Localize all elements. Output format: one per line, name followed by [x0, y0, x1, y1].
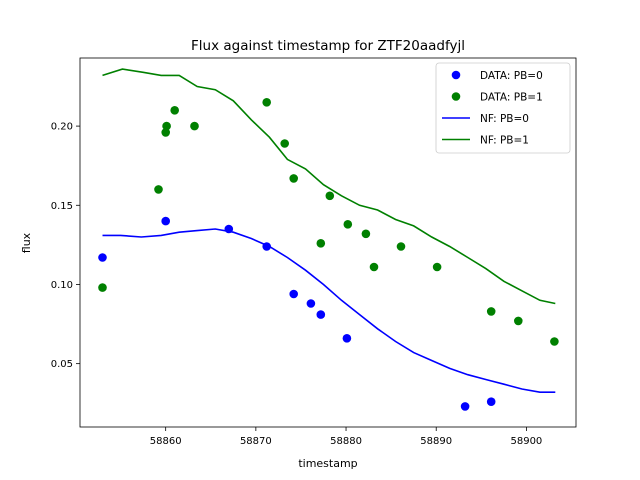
- data-point-1-6: [262, 98, 272, 107]
- y-tick-label: 0.20: [51, 122, 73, 133]
- x-tick-label: 58890: [420, 436, 452, 447]
- data-point-1-13: [369, 262, 379, 272]
- legend-marker-0: [451, 70, 461, 80]
- data-point-1-9: [316, 239, 326, 248]
- series-line-3: [102, 68, 556, 305]
- data-point-1-18: [550, 337, 559, 346]
- data-point-0-5: [306, 299, 316, 308]
- data-point-0-6: [316, 310, 326, 319]
- data-point-1-0: [98, 283, 107, 292]
- data-point-1-4: [170, 106, 179, 115]
- data-point-1-5: [190, 121, 199, 131]
- y-tick-label: 0.10: [51, 280, 73, 291]
- chart-title: Flux against timestamp for ZTF20aadfyjl: [191, 38, 465, 54]
- x-tick-label: 58870: [240, 436, 272, 447]
- data-point-1-16: [486, 307, 496, 316]
- x-tick-label: 58900: [510, 436, 542, 447]
- series-line-2: [102, 228, 556, 394]
- legend-label-1: DATA: PB=1: [480, 92, 543, 104]
- data-point-0-8: [460, 402, 470, 411]
- data-point-0-3: [262, 242, 272, 251]
- data-point-0-7: [342, 334, 352, 343]
- legend-marker-1: [451, 92, 461, 101]
- data-point-0-0: [98, 253, 107, 262]
- data-point-1-15: [432, 262, 442, 272]
- y-tick-label: 0.05: [51, 359, 73, 370]
- legend: DATA: PB=0 DATA: PB=1 NF: PB=0 NF: PB=1: [435, 62, 571, 154]
- legend-label-2: NF: PB=0: [480, 113, 529, 125]
- data-point-0-9: [486, 397, 496, 407]
- y-axis-label: flux: [20, 232, 33, 253]
- data-point-1-12: [361, 229, 371, 239]
- data-point-1-10: [325, 191, 335, 201]
- legend-label-0: DATA: PB=0: [480, 70, 543, 82]
- data-point-1-8: [289, 174, 299, 183]
- data-point-0-1: [161, 216, 170, 226]
- axes: 58860 58870 58880 58890 58900 0.05 0.10 0.15 0.2…: [51, 122, 543, 447]
- x-tick-label: 58880: [330, 436, 362, 447]
- data-point-1-1: [154, 185, 163, 194]
- legend-label-3: NF: PB=1: [480, 135, 529, 147]
- data-point-1-17: [514, 316, 523, 326]
- data-point-0-2: [224, 224, 234, 234]
- data-point-1-11: [343, 220, 353, 229]
- data-point-1-3: [162, 121, 171, 131]
- data-point-1-14: [396, 242, 406, 251]
- data-point-1-2: [161, 128, 170, 137]
- data-point-0-4: [289, 289, 299, 299]
- x-axis-label: timestamp: [298, 457, 357, 470]
- plot-marks: [98, 68, 559, 411]
- plot-frame: [79, 57, 577, 428]
- x-tick-label: 58860: [150, 436, 182, 447]
- data-point-1-7: [280, 139, 290, 148]
- legend-box: [435, 62, 571, 154]
- y-tick-label: 0.15: [51, 201, 73, 212]
